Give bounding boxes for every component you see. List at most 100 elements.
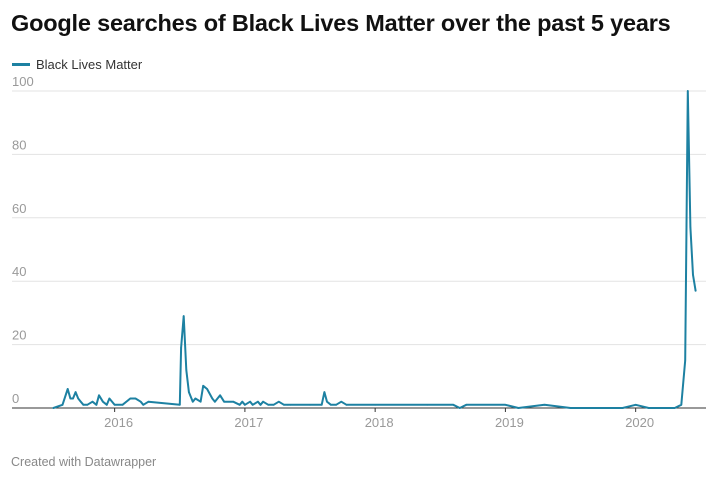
data-point	[262, 400, 264, 403]
x-tick-label: 2017	[234, 415, 263, 430]
data-point	[185, 369, 188, 371]
data-point	[188, 391, 190, 393]
data-point	[340, 400, 343, 403]
data-point	[272, 404, 275, 406]
y-tick-label: 60	[12, 201, 26, 216]
data-point	[634, 404, 637, 406]
data-point	[147, 400, 150, 403]
data-point	[517, 407, 520, 409]
data-point	[309, 404, 311, 406]
data-point	[74, 391, 77, 393]
data-point	[267, 404, 270, 406]
data-point	[178, 404, 181, 406]
data-point	[79, 400, 82, 403]
data-point	[69, 397, 72, 400]
data-point	[142, 404, 145, 406]
y-tick-label: 80	[12, 137, 26, 152]
data-point	[504, 404, 507, 406]
data-point	[251, 404, 254, 406]
x-tick-label: 2019	[495, 415, 524, 430]
data-point	[326, 400, 328, 403]
data-point	[134, 397, 137, 400]
y-axis-ticks: 0 20 40 60 80 100	[12, 74, 34, 406]
data-point	[692, 274, 694, 276]
data-point	[199, 400, 202, 403]
data-point	[289, 404, 292, 406]
data-point	[335, 404, 337, 406]
series-line-0	[52, 90, 697, 409]
chart-title: Google searches of Black Lives Matter ov…	[11, 10, 671, 36]
data-point	[374, 404, 376, 406]
data-point	[621, 407, 624, 409]
data-point	[214, 400, 216, 403]
data-point	[330, 404, 332, 406]
data-point	[108, 397, 111, 400]
y-tick-label: 0	[12, 391, 19, 406]
data-point	[61, 404, 64, 406]
data-point	[426, 404, 429, 406]
data-point	[543, 404, 546, 406]
data-point	[121, 404, 124, 406]
legend: Black Lives Matter	[12, 57, 142, 72]
data-point	[86, 404, 89, 406]
data-point	[569, 407, 572, 409]
data-point	[673, 407, 676, 409]
data-point	[95, 404, 98, 406]
y-tick-label: 20	[12, 328, 26, 343]
data-point	[139, 400, 142, 403]
data-point	[277, 400, 280, 403]
data-point	[320, 404, 323, 406]
data-point	[459, 407, 461, 409]
data-point	[223, 400, 225, 403]
data-point	[283, 404, 285, 406]
data-point	[259, 404, 262, 406]
data-point	[202, 385, 205, 387]
credit-footer: Created with Datawrapper	[11, 455, 157, 469]
data-point	[241, 400, 244, 403]
gridlines	[12, 90, 706, 409]
data-point	[232, 400, 234, 403]
data-point	[323, 391, 326, 393]
data-point	[98, 394, 100, 397]
data-point	[452, 404, 455, 406]
data-point	[72, 397, 74, 400]
data-point	[680, 404, 683, 406]
data-point	[206, 388, 208, 390]
data-point	[106, 404, 108, 406]
data-point	[211, 397, 214, 400]
data-point	[180, 346, 182, 349]
data-point	[182, 315, 185, 317]
data-point	[77, 397, 79, 400]
data-point	[694, 289, 697, 292]
data-point	[219, 394, 221, 397]
data-point	[647, 407, 650, 409]
data-point	[257, 400, 259, 403]
x-tick-label: 2020	[625, 415, 654, 430]
legend-swatch	[12, 63, 30, 66]
series-layer	[52, 90, 697, 409]
x-axis-ticks: 2016 2017 2018 2019 2020	[104, 408, 654, 430]
data-point	[345, 404, 348, 406]
data-point	[52, 407, 55, 409]
data-point	[689, 226, 692, 229]
data-point	[129, 397, 132, 400]
data-point	[465, 404, 468, 406]
data-point	[686, 90, 689, 92]
y-tick-label: 100	[12, 74, 34, 89]
data-point	[66, 388, 69, 390]
data-point	[191, 400, 194, 403]
data-point	[91, 400, 94, 403]
legend-label: Black Lives Matter	[36, 57, 143, 72]
data-point	[684, 359, 686, 362]
data-point	[113, 404, 116, 406]
data-point	[194, 397, 197, 400]
data-point	[238, 404, 241, 406]
x-tick-label: 2016	[104, 415, 133, 430]
data-point	[249, 400, 251, 403]
data-point	[287, 404, 289, 406]
x-tick-label: 2018	[365, 415, 394, 430]
data-point	[244, 404, 246, 406]
data-point	[102, 400, 104, 403]
data-point	[82, 404, 85, 406]
